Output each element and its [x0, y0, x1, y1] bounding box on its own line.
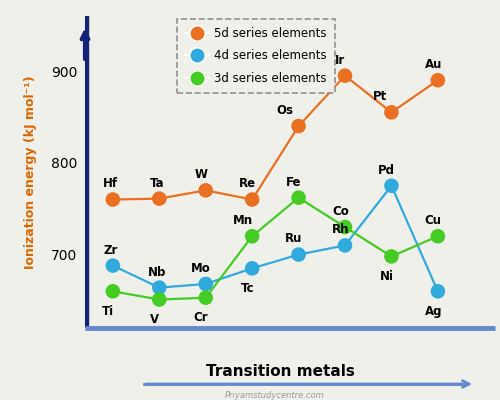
Point: [434, 77, 442, 84]
Point: [388, 182, 396, 189]
Text: Ni: Ni: [380, 270, 394, 283]
Text: Co: Co: [332, 205, 348, 218]
Text: Transition metals: Transition metals: [206, 364, 354, 380]
Text: Tc: Tc: [240, 282, 254, 295]
Legend: 5d series elements, 4d series elements, 3d series elements: 5d series elements, 4d series elements, …: [176, 19, 336, 93]
Point: [341, 242, 349, 249]
Text: Mo: Mo: [191, 262, 211, 275]
Point: [248, 265, 256, 272]
Text: Priyamstudycentre.com: Priyamstudycentre.com: [225, 391, 325, 400]
Text: Zr: Zr: [104, 244, 118, 256]
Text: Nb: Nb: [148, 266, 166, 278]
Point: [156, 284, 164, 291]
Text: Mn: Mn: [233, 214, 253, 227]
Point: [341, 72, 349, 79]
Text: Ti: Ti: [102, 305, 115, 318]
Text: Pd: Pd: [378, 164, 396, 177]
Point: [202, 294, 209, 301]
Text: Au: Au: [424, 58, 442, 71]
Point: [388, 109, 396, 116]
Text: Ag: Ag: [424, 305, 442, 318]
Text: Hf: Hf: [103, 178, 118, 190]
Text: Cu: Cu: [424, 214, 442, 227]
Point: [109, 288, 117, 294]
Text: W: W: [194, 168, 207, 181]
Point: [202, 281, 209, 287]
Text: Ta: Ta: [150, 176, 164, 190]
Point: [294, 194, 302, 201]
Text: V: V: [150, 313, 159, 326]
Point: [388, 253, 396, 260]
Point: [434, 288, 442, 294]
Text: Cr: Cr: [194, 312, 208, 324]
Point: [202, 187, 209, 194]
Point: [341, 224, 349, 230]
Point: [248, 233, 256, 240]
Point: [294, 123, 302, 129]
Text: Rh: Rh: [332, 223, 349, 236]
Point: [434, 233, 442, 240]
Text: Re: Re: [239, 178, 256, 190]
Point: [248, 196, 256, 203]
Text: Ionization energy (kJ mol⁻¹): Ionization energy (kJ mol⁻¹): [24, 75, 37, 269]
Text: Fe: Fe: [286, 176, 302, 188]
Point: [294, 251, 302, 258]
Text: Ru: Ru: [285, 232, 302, 246]
Point: [109, 196, 117, 203]
Point: [156, 196, 164, 202]
Point: [109, 262, 117, 269]
Point: [156, 296, 164, 303]
Text: Os: Os: [276, 104, 293, 117]
Text: Pt: Pt: [372, 90, 387, 103]
Text: Ir: Ir: [335, 54, 345, 66]
